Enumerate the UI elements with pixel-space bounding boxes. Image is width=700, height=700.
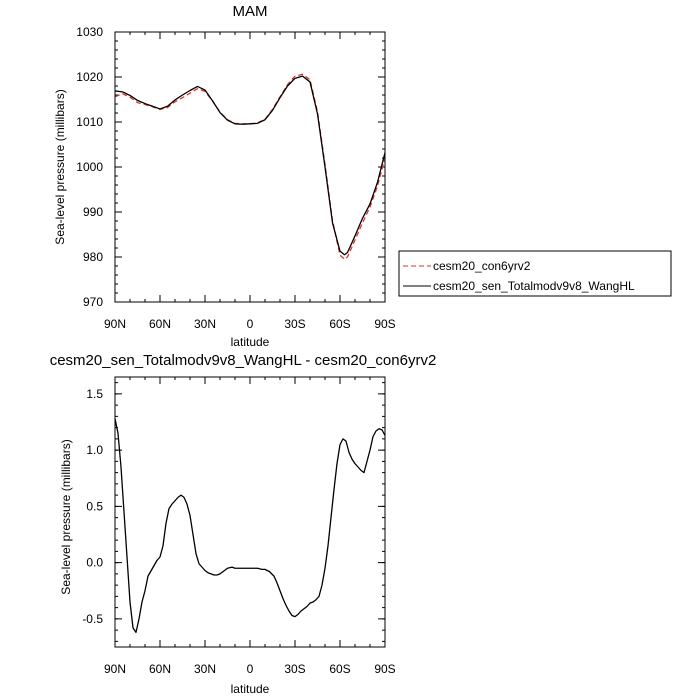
bottom-chart-title: cesm20_sen_Totalmodv9v8_WangHL - cesm20_… — [50, 352, 437, 369]
top-y-axis-label: Sea-level pressure (millibars) — [53, 89, 67, 244]
top-y-tick-label: 970 — [83, 295, 103, 309]
top-x-tick-label: 0 — [247, 317, 254, 331]
top-x-tick-label: 60N — [149, 317, 171, 331]
top-chart-panel: MAM 90N 60N 30N 0 30S 60S 90S 970 980 990 1000 1010… — [53, 3, 396, 349]
top-y-tick-label: 980 — [83, 250, 103, 264]
bottom-chart-series — [114, 418, 386, 634]
bottom-y-axis-label: Sea-level pressure (millibars) — [59, 439, 73, 594]
bottom-x-tick-label: 90N — [104, 662, 126, 676]
legend-label-totalmodv9v8: cesm20_sen_Totalmodv9v8_WangHL — [433, 279, 635, 293]
top-y-tick-label: 1020 — [76, 70, 103, 84]
bottom-series-line-0 — [114, 418, 386, 634]
bottom-x-tick-label: 0 — [247, 662, 254, 676]
top-x-tick-label: 30N — [194, 317, 216, 331]
bottom-y-tick-label: 1.5 — [86, 387, 103, 401]
top-y-tick-label: 1030 — [76, 25, 103, 39]
bottom-x-tick-label: 90S — [374, 662, 395, 676]
top-chart-ticks — [114, 31, 386, 303]
bottom-y-tick-label: -0.5 — [82, 612, 103, 626]
top-y-tick-label: 1010 — [76, 115, 103, 129]
legend-label-con6yrv2: cesm20_con6yrv2 — [433, 259, 531, 273]
bottom-y-tick-label: 0.5 — [86, 499, 103, 513]
bottom-chart-tick-labels: 90N 60N 30N 0 30S 60S 90S -0.5 0.0 0.5 1.0 1.5 — [82, 387, 395, 676]
bottom-x-tick-label: 30N — [194, 662, 216, 676]
bottom-x-tick-label: 30S — [284, 662, 305, 676]
top-chart-tick-labels: 90N 60N 30N 0 30S 60S 90S 970 980 990 1000 1010 1020… — [76, 25, 395, 331]
top-chart-series — [114, 73, 386, 260]
top-series-line-1 — [114, 75, 386, 256]
bottom-plot-frame — [114, 376, 386, 648]
bottom-y-tick-label: 1.0 — [86, 443, 103, 457]
bottom-x-tick-label: 60S — [329, 662, 350, 676]
bottom-chart-ticks — [114, 377, 386, 647]
legend: cesm20_con6yrv2 cesm20_sen_Totalmodv9v8_… — [398, 250, 672, 297]
top-plot-frame — [114, 31, 386, 303]
bottom-x-tick-label: 60N — [149, 662, 171, 676]
top-chart-title: MAM — [233, 3, 268, 20]
bottom-y-tick-label: 0.0 — [86, 556, 103, 570]
bottom-chart-panel: cesm20_sen_Totalmodv9v8_WangHL - cesm20_… — [50, 352, 437, 696]
top-series-line-0 — [114, 73, 386, 260]
top-x-tick-label: 30S — [284, 317, 305, 331]
legend-box — [398, 250, 672, 297]
top-x-tick-label: 90S — [374, 317, 395, 331]
top-x-tick-label: 90N — [104, 317, 126, 331]
top-x-axis-label: latitude — [231, 335, 270, 349]
top-y-tick-label: 1000 — [76, 160, 103, 174]
top-x-tick-label: 60S — [329, 317, 350, 331]
top-y-tick-label: 990 — [83, 205, 103, 219]
bottom-x-axis-label: latitude — [231, 682, 270, 696]
